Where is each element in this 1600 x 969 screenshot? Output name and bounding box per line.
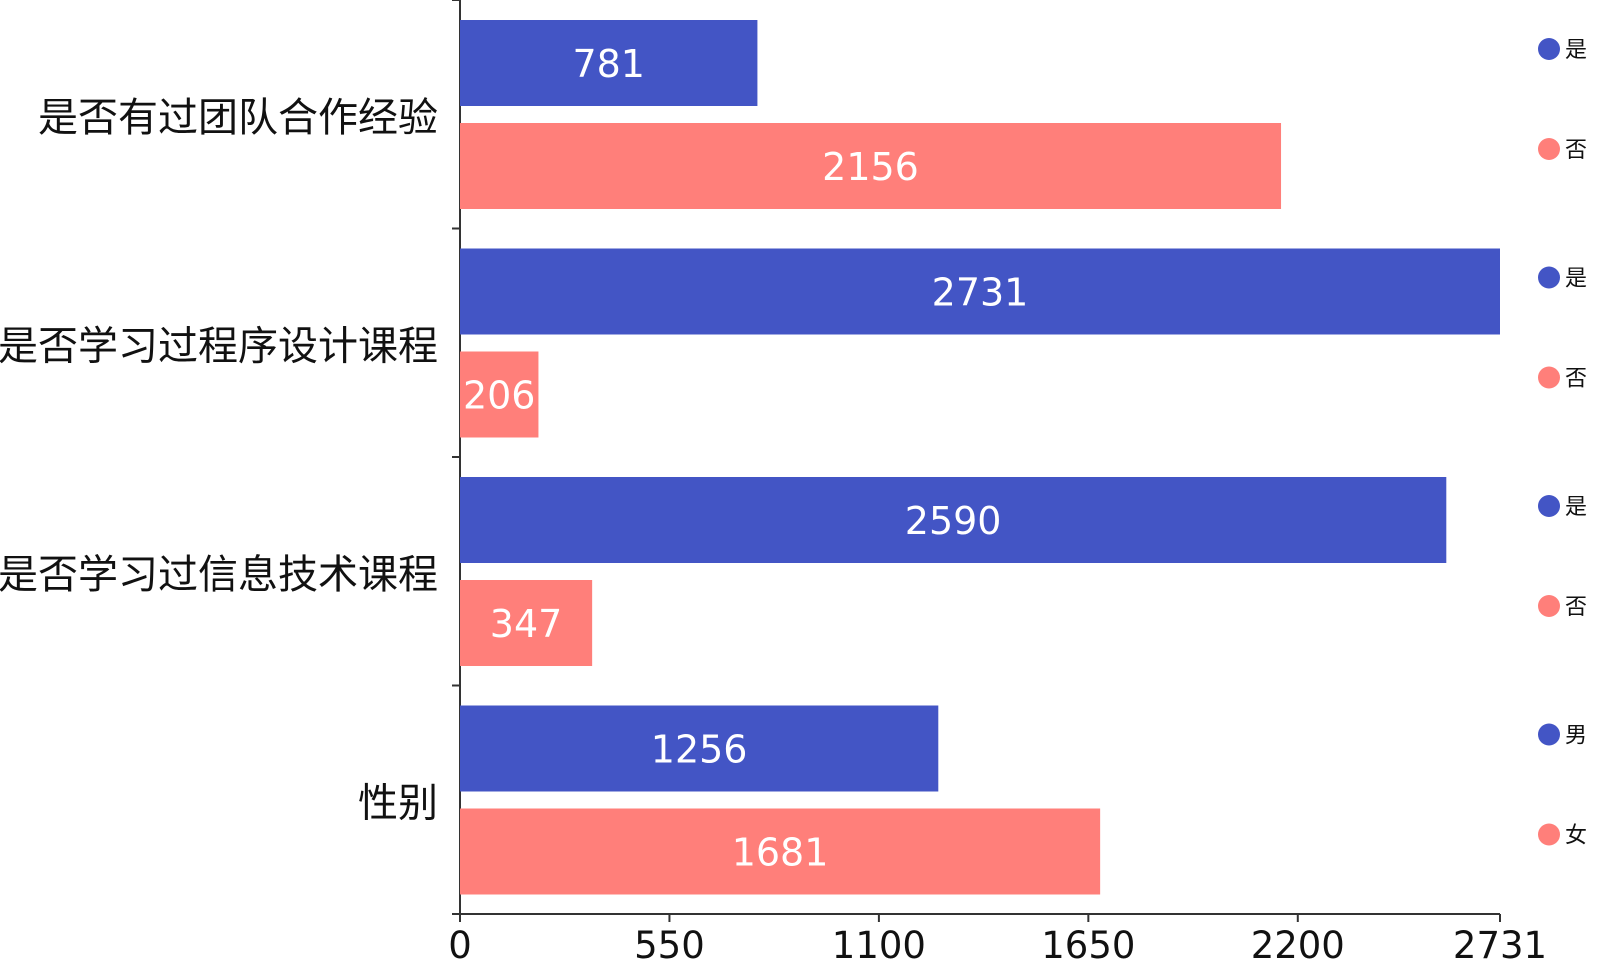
bar-value-label: 347 (490, 602, 563, 646)
bar (460, 351, 539, 438)
legend-label: 是 (1565, 267, 1587, 292)
legend-marker (1538, 366, 1560, 389)
bar-value-label: 1256 (651, 728, 748, 772)
x-tick-label: 1100 (832, 924, 926, 967)
bar (460, 20, 758, 106)
category-label: 是否学习过信息技术课程 (0, 552, 438, 598)
bar-value-label: 2156 (822, 145, 919, 189)
category-label: 是否学习过程序设计课程 (0, 324, 438, 370)
bar (460, 580, 593, 666)
bar (460, 248, 1500, 335)
legend-label: 女 (1565, 824, 1587, 849)
legend-marker (1538, 723, 1560, 746)
legend-marker (1538, 495, 1560, 517)
legend-marker (1538, 266, 1560, 289)
legend-label: 否 (1565, 138, 1587, 163)
bar-value-label: 2590 (905, 499, 1002, 543)
legend-marker (1538, 823, 1560, 846)
legend-label: 是 (1565, 495, 1587, 520)
bar-value-label: 781 (572, 42, 645, 86)
category-label: 性别 (358, 781, 438, 827)
x-tick-label: 0 (448, 924, 472, 967)
legend-label: 是 (1565, 38, 1587, 63)
legend-label: 否 (1565, 367, 1587, 392)
legend-marker (1538, 38, 1560, 60)
bar-value-label: 206 (463, 374, 536, 418)
legend-marker (1538, 138, 1560, 160)
x-tick-label: 2200 (1251, 924, 1345, 967)
bar (460, 123, 1282, 209)
bar-value-label: 1681 (732, 831, 829, 875)
bar (460, 705, 939, 792)
legend-label: 男 (1565, 724, 1587, 749)
bar (460, 477, 1447, 563)
x-tick-label: 550 (634, 924, 705, 967)
category-label: 是否有过团队合作经验 (38, 95, 438, 141)
legend-label: 否 (1565, 595, 1587, 620)
x-tick-label: 1650 (1041, 924, 1135, 967)
bar (460, 808, 1101, 895)
legend-marker (1538, 595, 1560, 617)
x-tick-label: 2731 (1453, 924, 1547, 967)
bar-value-label: 2731 (932, 271, 1029, 315)
